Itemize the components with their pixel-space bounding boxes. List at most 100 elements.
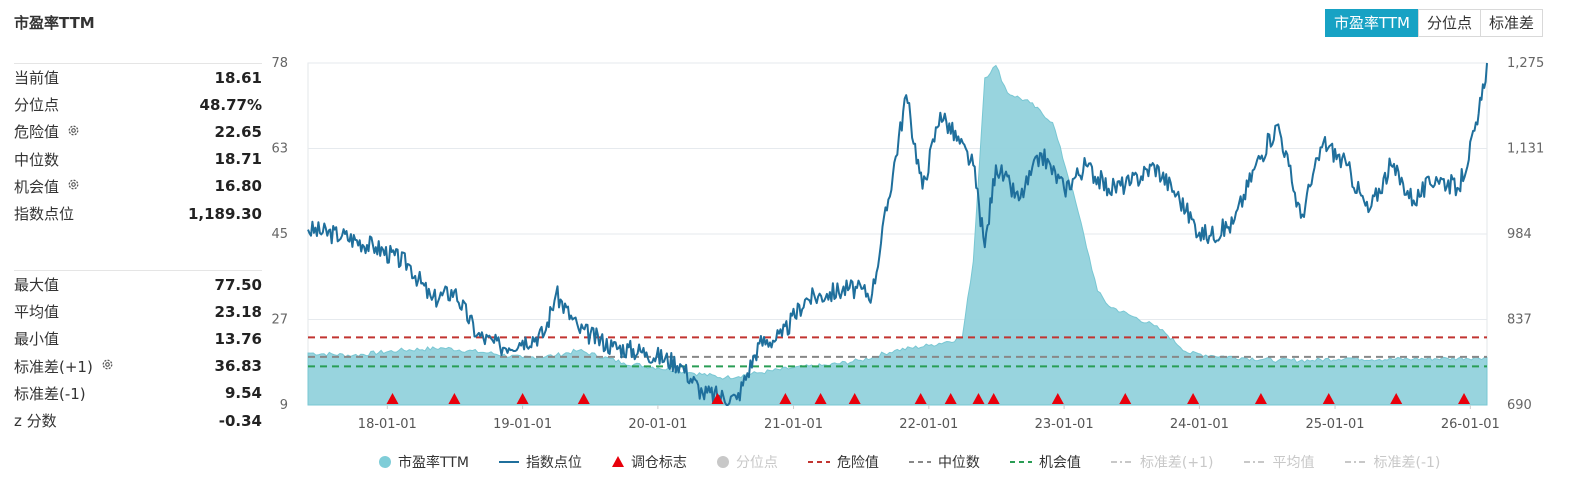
rebalance-marker (1187, 393, 1200, 404)
stat-label: 标准差(+1) (14, 357, 93, 376)
stat-label: 最小值 (14, 330, 60, 349)
rebalance-marker (944, 393, 957, 404)
settings-gear-icon[interactable] (59, 177, 80, 195)
y-left-tick-label: 78 (271, 56, 288, 71)
settings-gear-icon[interactable] (59, 123, 80, 141)
legend-item[interactable]: 市盈率TTM (378, 452, 469, 472)
stat-label: 危险值 (14, 123, 60, 142)
stat-label: 中位数 (14, 150, 60, 169)
y-right-tick-label: 837 (1507, 313, 1532, 328)
stat-value: 18.71 (214, 150, 262, 169)
stats-panel-summary: 最大值 77.50 平均值 23.18 最小值 13.76 标准差(+1) 36.83 标准差(… (14, 270, 262, 434)
rebalance-marker (1119, 393, 1132, 404)
stat-label: 标准差(-1) (14, 384, 86, 403)
x-tick-label: 23-01-01 (1035, 417, 1094, 432)
rebalance-marker (848, 393, 861, 404)
stat-label: 平均值 (14, 303, 60, 322)
rebalance-marker (516, 393, 529, 404)
legend-item[interactable]: 平均值 (1243, 452, 1315, 472)
legend-item[interactable]: 机会值 (1009, 452, 1081, 472)
index-line (307, 62, 1488, 406)
page-title: 市盈率TTM (14, 14, 95, 32)
legend-label: 指数点位 (525, 455, 582, 471)
rebalance-marker (448, 393, 461, 404)
legend-item[interactable]: 标准差(+1) (1110, 452, 1214, 472)
x-tick-label: 20-01-01 (628, 417, 687, 432)
rebalance-marker (1322, 393, 1335, 404)
legend-label: 标准差(+1) (1139, 455, 1214, 471)
stat-row: 标准差(+1) 36.83 (14, 353, 262, 380)
x-tick-label: 21-01-01 (764, 417, 823, 432)
stat-value: 22.65 (214, 122, 262, 141)
stat-row: 平均值 23.18 (14, 298, 262, 325)
y-right-tick-label: 984 (1507, 227, 1532, 242)
legend-item[interactable]: 分位点 (716, 452, 778, 472)
legend-item[interactable]: 中位数 (908, 452, 980, 472)
pe-area (307, 64, 1488, 406)
y-left-tick-label: 45 (271, 227, 288, 242)
rebalance-marker (1458, 393, 1471, 404)
stat-value: 1,189.30 (187, 204, 262, 223)
stat-row: 危险值 22.65 (14, 118, 262, 145)
stat-value: 13.76 (214, 329, 262, 348)
settings-gear-icon[interactable] (93, 357, 114, 375)
y-right-tick-label: 1,275 (1507, 56, 1544, 71)
stat-label: z 分数 (14, 412, 57, 431)
x-tick-label: 22-01-01 (899, 417, 958, 432)
rebalance-marker (1390, 393, 1403, 404)
stat-row: 最大值 77.50 (14, 271, 262, 298)
stat-value: 16.80 (214, 177, 262, 196)
stat-row: z 分数 -0.34 (14, 407, 262, 434)
rebalance-marker (1051, 393, 1064, 404)
rebalance-marker (987, 393, 1000, 404)
rebalance-marker (577, 393, 590, 404)
stat-value: -0.34 (218, 411, 262, 430)
legend-label: 危险值 (836, 455, 879, 471)
y-right-tick-label: 690 (1507, 398, 1532, 413)
stat-value: 48.77% (199, 95, 262, 114)
legend-label: 调仓标志 (630, 455, 687, 471)
rebalance-marker (779, 393, 792, 404)
stat-row: 指数点位 1,189.30 (14, 200, 262, 227)
metric-tabs: 市盈率TTM 分位点 标准差 (1325, 9, 1544, 37)
stat-row: 机会值 16.80 (14, 173, 262, 200)
stat-label: 分位点 (14, 96, 60, 115)
stat-row: 当前值 18.61 (14, 64, 262, 91)
rebalance-marker (914, 393, 927, 404)
legend-label: 分位点 (735, 455, 778, 471)
stat-label: 指数点位 (14, 205, 75, 224)
legend-item[interactable]: 指数点位 (498, 452, 582, 472)
rebalance-marker (711, 393, 724, 404)
chart-legend: 市盈率TTM 指数点位 调仓标志 分位点 危险值 中位数 机会值 标准差(+1) 平均值 标准差(… (378, 452, 1469, 472)
y-left-tick-label: 27 (271, 313, 288, 328)
legend-item[interactable]: 标准差(-1) (1344, 452, 1441, 472)
stat-label: 当前值 (14, 69, 60, 88)
stats-panel-current: 当前值 18.61 分位点 48.77% 危险值 22.65 中位数 18.71 机会值 16.8… (14, 63, 262, 227)
stat-value: 18.61 (214, 68, 262, 87)
stat-row: 最小值 13.76 (14, 325, 262, 352)
stat-label: 机会值 (14, 177, 60, 196)
legend-label: 中位数 (937, 455, 980, 471)
x-tick-label: 19-01-01 (493, 417, 552, 432)
rebalance-marker (386, 393, 399, 404)
x-tick-label: 18-01-01 (358, 417, 417, 432)
legend-label: 机会值 (1038, 455, 1081, 471)
stat-value: 36.83 (214, 357, 262, 376)
x-tick-label: 25-01-01 (1306, 417, 1365, 432)
legend-label: 平均值 (1272, 455, 1315, 471)
rebalance-marker (814, 393, 827, 404)
y-right-tick-label: 1,131 (1507, 142, 1544, 157)
rebalance-marker (972, 393, 985, 404)
stat-label: 最大值 (14, 276, 60, 295)
tab-std-dev[interactable]: 标准差 (1480, 9, 1544, 37)
y-left-tick-label: 9 (280, 398, 288, 413)
rebalance-marker (1254, 393, 1267, 404)
legend-label: 标准差(-1) (1373, 455, 1441, 471)
x-tick-label: 24-01-01 (1170, 417, 1229, 432)
legend-item[interactable]: 调仓标志 (611, 452, 687, 472)
legend-item[interactable]: 危险值 (807, 452, 879, 472)
y-left-tick-label: 63 (271, 142, 288, 157)
stat-row: 中位数 18.71 (14, 146, 262, 173)
stat-row: 标准差(-1) 9.54 (14, 380, 262, 407)
stat-row: 分位点 48.77% (14, 91, 262, 118)
